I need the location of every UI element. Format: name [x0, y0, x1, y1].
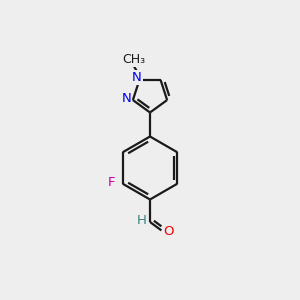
Text: CH₃: CH₃ [122, 53, 146, 66]
Text: F: F [108, 176, 115, 189]
Text: N: N [132, 71, 142, 84]
Text: H: H [137, 214, 146, 227]
Text: O: O [164, 225, 174, 239]
Text: N: N [122, 92, 131, 105]
